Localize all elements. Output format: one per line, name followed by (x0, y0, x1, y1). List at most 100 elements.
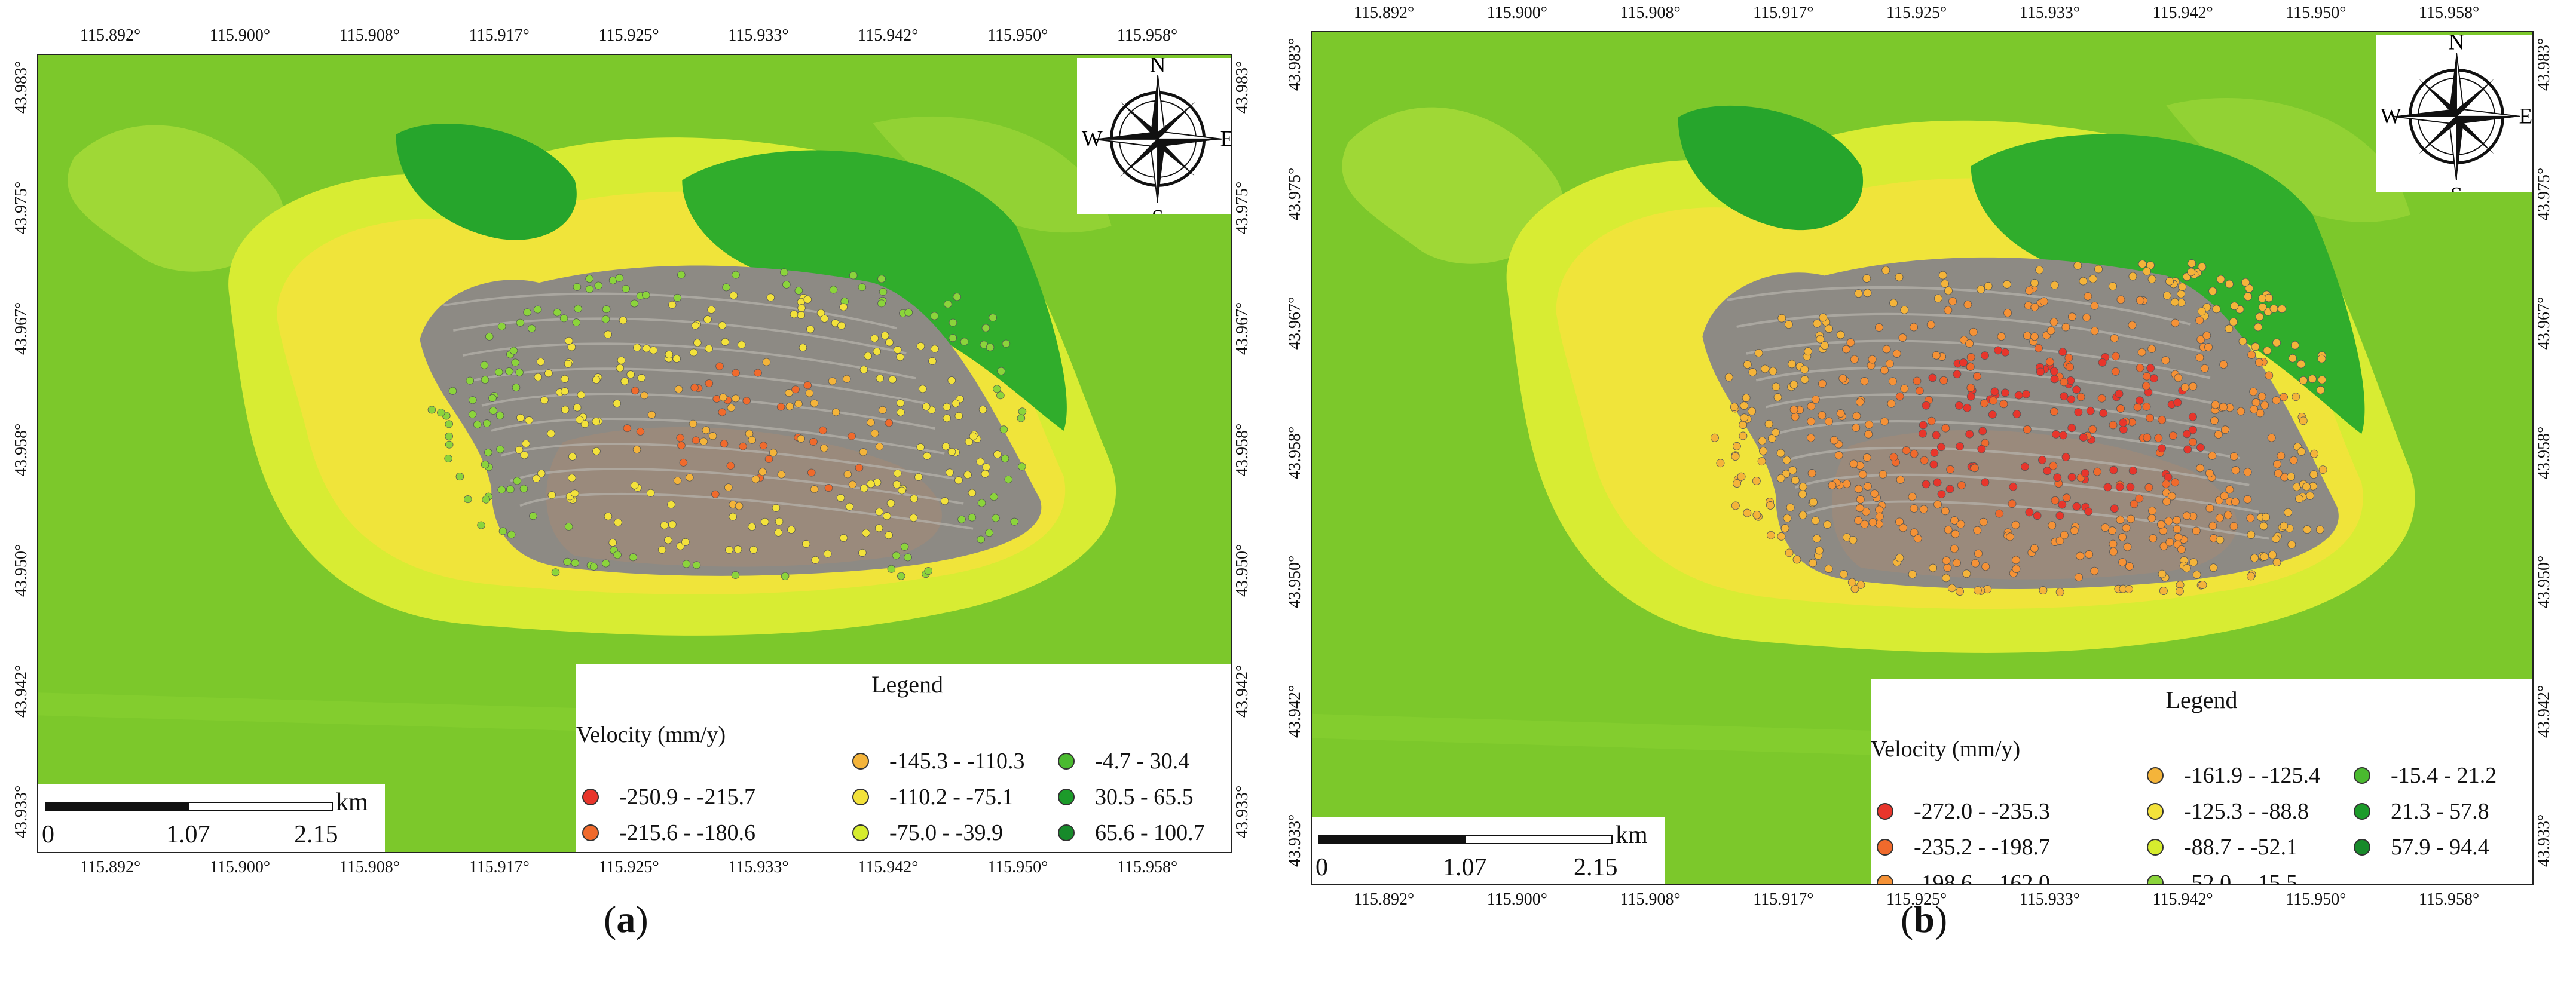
legend-range-label: -161.9 - -125.4 (2184, 763, 2320, 788)
legend-title: Legend (871, 671, 943, 698)
legend-swatch (2354, 803, 2370, 820)
scale-tick-1: 1.07 (1443, 854, 1487, 881)
longitude-tick-label: 115.950° (2286, 890, 2346, 909)
scale-bar-graphic (45, 802, 333, 811)
longitude-tick-label: 115.925° (598, 858, 659, 876)
longitude-tick-label: 115.958° (1117, 26, 1178, 45)
legend-item: 65.6 - 100.7 (1058, 820, 1205, 846)
scale-tick-1: 1.07 (166, 821, 210, 848)
legend-swatch (2147, 875, 2164, 884)
legend-range-label: -235.2 - -198.7 (1914, 835, 2050, 860)
latitude-tick-label: 43.950° (2535, 556, 2553, 609)
velocity-map: N S W E Legend Velocity (mm/y) -272.0 - … (1311, 31, 2534, 885)
legend-swatch (1058, 789, 1075, 806)
legend-item: -125.3 - -88.8 (2147, 798, 2309, 824)
legend-range-label: -88.7 - -52.1 (2184, 835, 2297, 860)
longitude-tick-label: 115.917° (1753, 4, 1814, 22)
latitude-tick-label: 43.983° (2535, 38, 2553, 91)
legend-range-label: 65.6 - 100.7 (1095, 820, 1205, 845)
longitude-tick-label: 115.892° (1354, 890, 1415, 909)
legend-velocity-label: Velocity (mm/y) (1871, 737, 2021, 762)
longitude-tick-label: 115.950° (987, 26, 1048, 45)
longitude-tick-label: 115.942° (2152, 4, 2213, 22)
legend-swatch (1877, 839, 1893, 856)
longitude-tick-label: 115.892° (80, 26, 141, 45)
scale-bar: km 0 1.07 2.15 (38, 784, 385, 852)
longitude-tick-label: 115.933° (2019, 890, 2080, 909)
longitude-tick-label: 115.958° (2419, 890, 2480, 909)
legend-item: -4.7 - 30.4 (1058, 748, 1189, 774)
legend-swatch (2354, 767, 2370, 784)
legend-item: -52.0 - -15.5 (2147, 870, 2297, 884)
latitude-tick-label: 43.950° (1233, 544, 1252, 597)
legend-swatch (1058, 824, 1075, 842)
latitude-tick-label: 43.975° (1286, 167, 1304, 220)
legend-range-label: 21.3 - 57.8 (2391, 799, 2489, 824)
compass-rose: N S W E (1077, 55, 1232, 229)
caption-open: ( (1901, 898, 1914, 940)
longitude-tick-label: 115.933° (728, 858, 789, 876)
latitude-tick-label: 43.933° (1233, 785, 1252, 839)
latitude-tick-label: 43.933° (1286, 814, 1304, 867)
longitude-tick-label: 115.942° (2152, 890, 2213, 909)
longitude-tick-label: 115.925° (1886, 890, 1947, 909)
latitude-tick-label: 43.983° (1286, 38, 1304, 91)
latitude-tick-label: 43.958° (2535, 426, 2553, 479)
legend-range-label: -75.0 - -39.9 (889, 820, 1003, 845)
map-panel-a: 115.892° 115.900° 115.908° 115.917° 115.925°… (12, 26, 1252, 942)
longitude-tick-label: 115.942° (858, 858, 919, 876)
caption-open: ( (604, 898, 617, 940)
longitude-tick-label: 115.908° (1620, 890, 1681, 909)
longitude-tick-label: 115.908° (339, 26, 400, 45)
longitude-tick-label: 115.942° (858, 26, 919, 45)
longitude-tick-label: 115.892° (1354, 4, 1415, 22)
latitude-tick-label: 43.983° (12, 60, 30, 114)
legend-range-label: -272.0 - -235.3 (1914, 799, 2050, 824)
compass-s: S (1152, 205, 1164, 214)
longitude-tick-label: 115.900° (209, 26, 271, 45)
longitude-tick-label: 115.917° (469, 858, 530, 876)
latitude-tick-label: 43.975° (1233, 181, 1252, 235)
scale-unit: km (1616, 821, 1648, 849)
compass-e: E (1220, 126, 1232, 151)
legend-item: 30.5 - 65.5 (1058, 784, 1194, 810)
longitude-tick-label: 115.925° (598, 26, 659, 45)
map-panel-b: 115.892° 115.900° 115.908° 115.917° 115.925°… (1286, 0, 2576, 984)
scale-tick-2: 2.15 (1574, 854, 1618, 881)
legend-swatch (852, 789, 869, 806)
legend-range-label: -110.2 - -75.1 (889, 784, 1014, 810)
longitude-tick-label: 115.925° (1886, 4, 1947, 22)
legend-range-label: 30.5 - 65.5 (1095, 784, 1194, 810)
legend-item: -198.6 - -162.0 (1877, 870, 2050, 884)
legend-item: -215.6 - -180.6 (582, 820, 755, 846)
compass-icon: N S W E (1082, 55, 1232, 229)
scale-bar: km 0 1.07 2.15 (1312, 817, 1665, 884)
longitude-tick-label: 115.933° (728, 26, 789, 45)
compass-w: W (1082, 126, 1103, 151)
latitude-tick-label: 43.933° (12, 785, 30, 839)
latitude-tick-label: 43.958° (12, 423, 30, 476)
legend-item: -75.0 - -39.9 (852, 820, 1003, 846)
scale-unit: km (336, 789, 368, 816)
caption-letter: a (616, 898, 636, 940)
legend-swatch (852, 753, 869, 770)
legend-range-label: -145.3 - -110.3 (889, 749, 1025, 774)
latitude-tick-label: 43.933° (2535, 814, 2553, 867)
latitude-tick-label: 43.942° (12, 664, 30, 718)
latitude-tick-label: 43.967° (1233, 302, 1252, 355)
compass-n: N (1150, 58, 1166, 76)
legend-box: Legend Velocity (mm/y) -272.0 - -235.3 -2… (1871, 679, 2532, 884)
map-raster (1312, 32, 2532, 884)
panel-caption: (a) (604, 897, 648, 942)
latitude-tick-label: 43.942° (2535, 685, 2553, 738)
legend-item: -250.9 - -215.7 (582, 784, 755, 810)
longitude-tick-label: 115.950° (2286, 4, 2346, 22)
legend-swatch (1877, 875, 1893, 884)
legend-range-label: -4.7 - 30.4 (1095, 749, 1190, 774)
legend-range-label: -125.3 - -88.8 (2184, 799, 2309, 824)
caption-letter: b (1913, 898, 1935, 940)
legend-item: -88.7 - -52.1 (2147, 834, 2297, 860)
legend-range-label: -250.9 - -215.7 (619, 784, 755, 810)
legend-range-label: -215.6 - -180.6 (619, 820, 755, 845)
legend-velocity-label: Velocity (mm/y) (576, 722, 726, 747)
